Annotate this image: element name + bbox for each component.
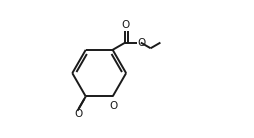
Text: O: O xyxy=(74,109,83,119)
Text: O: O xyxy=(121,20,129,30)
Text: O: O xyxy=(109,101,117,111)
Text: O: O xyxy=(137,38,145,48)
